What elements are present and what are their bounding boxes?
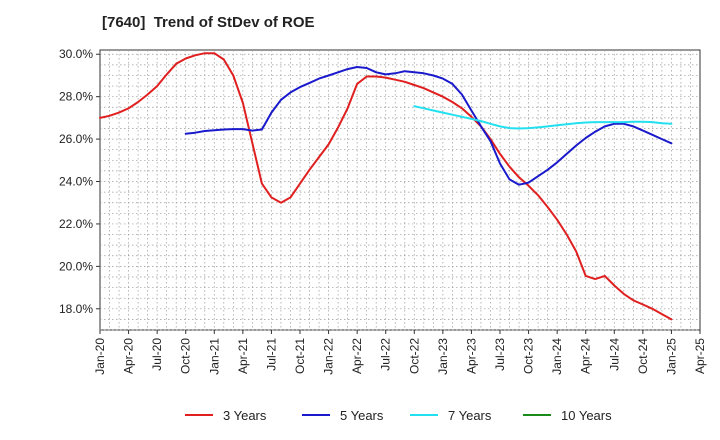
- x-tick-label: Oct-23: [522, 338, 536, 374]
- x-tick-label: Jul-24: [607, 338, 621, 371]
- x-tick-label: Jul-20: [150, 338, 164, 371]
- x-tick-label: Jan-21: [207, 338, 221, 375]
- x-tick-label: Jan-24: [550, 338, 564, 375]
- grid-layer: [100, 50, 700, 331]
- series-line-7-years: [413, 105, 673, 130]
- x-tick-label: Jan-23: [436, 338, 450, 375]
- legend-label: 10 Years: [561, 408, 612, 423]
- x-tick-label: Apr-22: [350, 338, 364, 374]
- x-tick-label: Jan-20: [93, 338, 107, 375]
- y-tick-label: 22.0%: [59, 217, 93, 231]
- y-tick-label: 26.0%: [59, 132, 93, 146]
- plot-area: [99, 49, 701, 331]
- series-line-5-years: [184, 66, 673, 186]
- axis-layer: 18.0% 20.0% 22.0% 24.0% 26.0% 28.0% 30.0% Jan-2…: [59, 47, 707, 374]
- x-tick-label: Jul-23: [493, 338, 507, 371]
- x-tick-label: Oct-20: [179, 338, 193, 374]
- x-tick-label: Apr-20: [122, 338, 136, 374]
- y-tick-label: 28.0%: [59, 90, 93, 104]
- legend: 3 Years 5 Years 7 Years 10 Years: [185, 408, 612, 423]
- series-line-3-years: [99, 52, 673, 321]
- x-tick-label: Jan-22: [322, 338, 336, 375]
- x-tick-label: Apr-24: [579, 338, 593, 374]
- y-tick-label: 30.0%: [59, 47, 93, 61]
- y-tick-label: 18.0%: [59, 302, 93, 316]
- x-tick-label: Oct-24: [636, 338, 650, 374]
- x-tick-label: Jan-25: [664, 338, 678, 375]
- y-tick-label: 24.0%: [59, 175, 93, 189]
- y-tick-label: 20.0%: [59, 259, 93, 273]
- legend-label: 7 Years: [448, 408, 492, 423]
- x-tick-label: Apr-21: [236, 338, 250, 374]
- legend-label: 5 Years: [340, 408, 384, 423]
- x-tick-label: Jul-22: [379, 338, 393, 371]
- x-tick-label: Jul-21: [264, 338, 278, 371]
- x-tick-label: Oct-21: [293, 338, 307, 374]
- x-tick-label: Apr-25: [693, 338, 707, 374]
- x-tick-label: Apr-23: [464, 338, 478, 374]
- legend-label: 3 Years: [223, 408, 267, 423]
- x-tick-label: Oct-22: [407, 338, 421, 374]
- series-layer: [99, 52, 673, 321]
- chart-title: [7640] Trend of StDev of ROE: [102, 14, 315, 31]
